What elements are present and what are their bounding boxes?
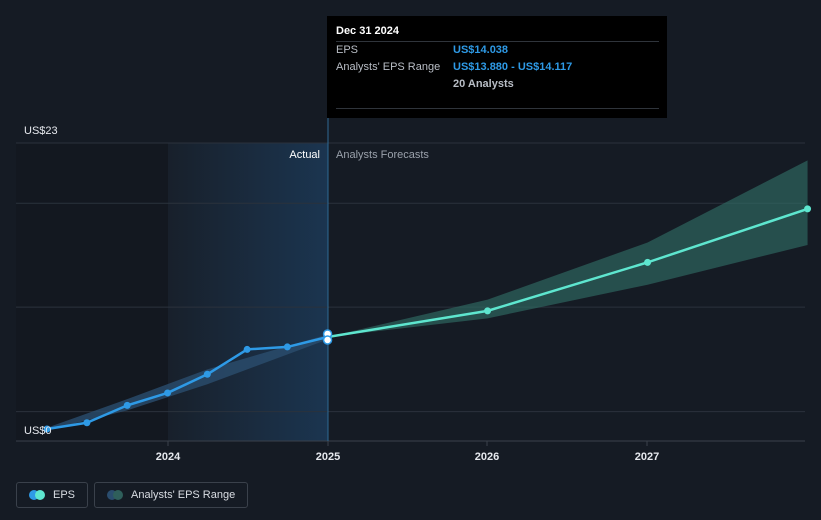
eps-forecast-point-3 (804, 205, 812, 213)
y-axis-bottom-label: US$0 (24, 425, 52, 437)
actual-region (168, 143, 328, 441)
legend-item-range[interactable]: Analysts' EPS Range (94, 482, 249, 508)
legend-range-label: Analysts' EPS Range (131, 489, 236, 501)
eps-forecast-point-2 (644, 258, 652, 266)
legend: EPS Analysts' EPS Range (16, 482, 249, 508)
tooltip-row-analysts: 20 Analysts (336, 76, 659, 93)
tooltip-row-range: Analysts' EPS Range US$13.880 - US$14.11… (336, 59, 659, 76)
x-tick-label-2027: 2027 (635, 451, 659, 463)
eps-point-6 (283, 343, 291, 351)
legend-eps-dot-2 (35, 490, 45, 500)
legend-eps-icon (29, 490, 45, 500)
eps-forecast-point-1 (484, 307, 492, 315)
eps-point-1 (83, 419, 91, 427)
eps-point-3 (164, 389, 172, 397)
forecast-range-band (327, 160, 808, 337)
x-tick-label-2025: 2025 (316, 451, 340, 463)
legend-item-eps[interactable]: EPS (16, 482, 89, 508)
region-label-actual: Actual (289, 149, 320, 161)
tooltip-key-range: Analysts' EPS Range (336, 61, 441, 73)
tooltip-key-analysts (336, 76, 453, 93)
legend-eps-dot-1 (29, 490, 39, 500)
tooltip-value-range: US$13.880 - US$14.117 (453, 61, 573, 73)
region-label-forecast: Analysts Forecasts (336, 149, 429, 161)
highlight-point-forecast (322, 335, 333, 345)
legend-range-dot-2 (113, 490, 124, 500)
tooltip-key-eps: EPS (336, 44, 359, 56)
eps-forecast-line (326, 207, 809, 339)
x-tick-label-2026: 2026 (475, 451, 499, 463)
y-axis-top-label: US$23 (24, 125, 58, 137)
eps-point-0 (43, 425, 51, 433)
tooltip-value-analysts: 20 Analysts (453, 78, 514, 90)
legend-range-icon (107, 490, 124, 500)
past-background (16, 143, 168, 441)
tooltip-date: Dec 31 2024 (336, 25, 399, 37)
legend-range-dot-1 (107, 490, 118, 500)
tooltip-value-eps: US$14.038 (453, 44, 509, 56)
eps-point-5 (243, 345, 251, 353)
eps-point-4 (203, 370, 211, 378)
eps-point-2 (123, 401, 131, 409)
tooltip: Dec 31 2024 EPS US$14.038 Analysts' EPS … (327, 16, 667, 118)
eps-line (45, 335, 329, 431)
legend-eps-label: EPS (53, 489, 76, 501)
tooltip-divider (336, 108, 659, 109)
tooltip-row-eps: EPS US$14.038 (336, 41, 659, 59)
x-tick-label-2024: 2024 (156, 451, 181, 463)
